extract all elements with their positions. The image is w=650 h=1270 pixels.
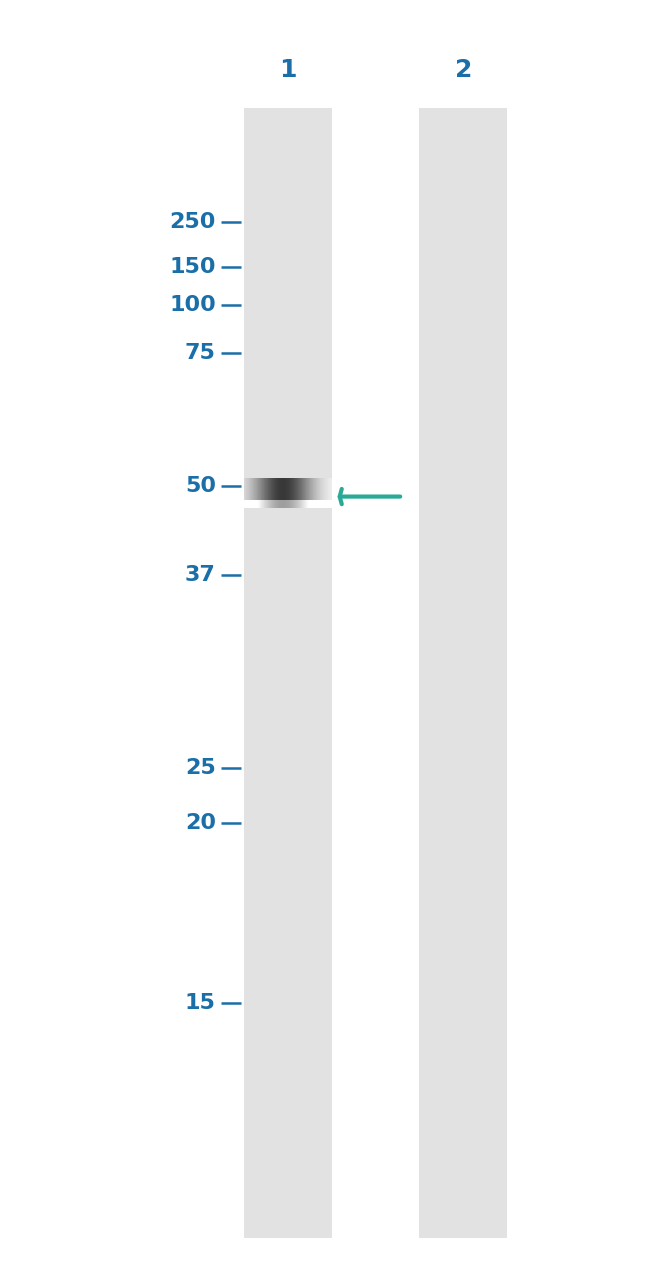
Text: 75: 75 bbox=[185, 343, 216, 363]
Text: 25: 25 bbox=[185, 758, 216, 779]
Text: 100: 100 bbox=[169, 295, 216, 315]
Text: 37: 37 bbox=[185, 565, 216, 585]
Text: 150: 150 bbox=[169, 257, 216, 277]
Text: 2: 2 bbox=[455, 58, 472, 81]
Text: 15: 15 bbox=[185, 993, 216, 1013]
Text: 20: 20 bbox=[185, 813, 216, 833]
Text: 50: 50 bbox=[185, 476, 216, 497]
Text: 1: 1 bbox=[280, 58, 296, 81]
Bar bbox=[244, 108, 332, 1238]
Text: 250: 250 bbox=[170, 212, 216, 232]
Bar bbox=[419, 108, 507, 1238]
